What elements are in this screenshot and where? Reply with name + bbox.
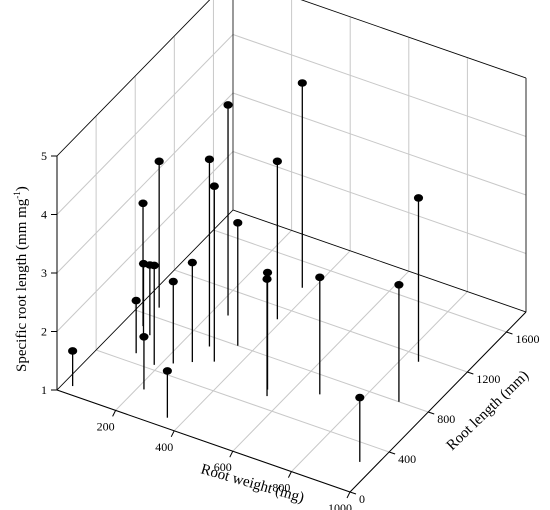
data-point-marker <box>297 79 307 87</box>
left-wall-grid-line-z <box>56 34 234 215</box>
data-point-marker <box>204 155 215 164</box>
y-tick-mark <box>388 451 396 455</box>
x-tick-label: 1000 <box>328 501 352 510</box>
data-point-marker <box>139 332 149 341</box>
y-tick-mark <box>467 371 474 375</box>
data-point-marker <box>138 199 148 208</box>
frame-edge-back-bottom <box>232 209 527 313</box>
data-point-marker <box>149 261 159 270</box>
data-point-marker <box>272 157 282 166</box>
data-point-marker <box>394 281 404 289</box>
data-point-marker <box>131 296 141 305</box>
data-point-marker <box>262 268 273 277</box>
tick-labels: 200 400 600 800 1000 0 400 800 1200 1600 1 2 3 4 5 <box>41 149 539 510</box>
z-axis-title-main: Specific root length (mm mg <box>14 198 30 372</box>
frame-edge-right-bottom <box>349 311 527 493</box>
y-tick-label: 0 <box>359 492 365 506</box>
data-point-marker <box>68 347 78 355</box>
z-tick-label: 4 <box>41 208 47 222</box>
z-tick-label: 3 <box>41 266 47 280</box>
left-wall-grid-line-z <box>56 151 234 332</box>
floor-grid-line-x <box>115 230 292 411</box>
floor-grid-line-y <box>95 349 390 453</box>
data-point-marker <box>168 277 178 286</box>
data-point-marker <box>233 219 243 227</box>
z-axis-title-superscript: -1 <box>12 191 22 199</box>
left-wall-grid-line-z <box>56 92 234 274</box>
data-point-marker <box>162 367 172 375</box>
data-point-marker <box>209 182 219 190</box>
back-wall-grid-line-z <box>232 92 527 196</box>
frame-edge-left-top <box>56 0 211 157</box>
x-tick-mark <box>229 450 234 458</box>
y-tick-label: 800 <box>437 412 455 426</box>
left-wall-grid-line-z <box>56 0 211 157</box>
back-wall-grid-line-z <box>300 0 527 79</box>
x-tick-label: 600 <box>214 460 232 474</box>
data-point-marker <box>223 101 233 109</box>
floor-grid-line-y <box>213 229 507 333</box>
tick-marks <box>51 155 513 499</box>
x-tick-label: 200 <box>97 419 115 433</box>
y-tick-mark <box>506 331 513 335</box>
y-tick-label: 1600 <box>515 332 539 346</box>
x-tick-label: 400 <box>155 440 173 454</box>
x-tick-mark <box>170 430 175 438</box>
data-points <box>68 79 424 462</box>
data-point-marker <box>187 258 197 267</box>
data-point-marker <box>154 157 164 166</box>
y-tick-mark <box>349 491 357 495</box>
z-axis-title-close: ) <box>14 186 30 191</box>
z-tick-label: 2 <box>41 325 47 339</box>
data-point-marker <box>315 273 325 282</box>
x-tick-mark <box>346 491 351 499</box>
frame-edge-back-top <box>300 0 527 79</box>
z-axis-title: Specific root length (mm mg-1) <box>12 186 30 372</box>
floor-grid-line-y <box>135 309 429 413</box>
z-tick-label: 1 <box>41 383 47 397</box>
grid-lines <box>56 0 527 493</box>
x-tick-mark <box>112 410 117 417</box>
data-point-marker <box>355 393 365 402</box>
x-tick-mark <box>287 471 292 478</box>
y-tick-label: 400 <box>398 452 416 466</box>
x-tick-label: 800 <box>272 481 290 495</box>
z-tick-label: 5 <box>41 149 47 163</box>
y-tick-mark <box>428 411 435 415</box>
floor-grid-line-x <box>291 291 468 472</box>
data-point-marker <box>138 259 149 268</box>
back-wall-grid-line-z <box>232 34 527 137</box>
data-point-marker <box>262 275 272 283</box>
y-tick-label: 1200 <box>476 372 500 386</box>
frame-edge-front-bottom <box>56 389 351 493</box>
floor-grid-line-y <box>174 269 468 373</box>
data-point-marker <box>413 194 424 202</box>
frame-edge-left-bottom <box>56 209 234 391</box>
floor-grid-line-x <box>232 270 410 452</box>
back-wall-grid-line-z <box>232 151 527 254</box>
